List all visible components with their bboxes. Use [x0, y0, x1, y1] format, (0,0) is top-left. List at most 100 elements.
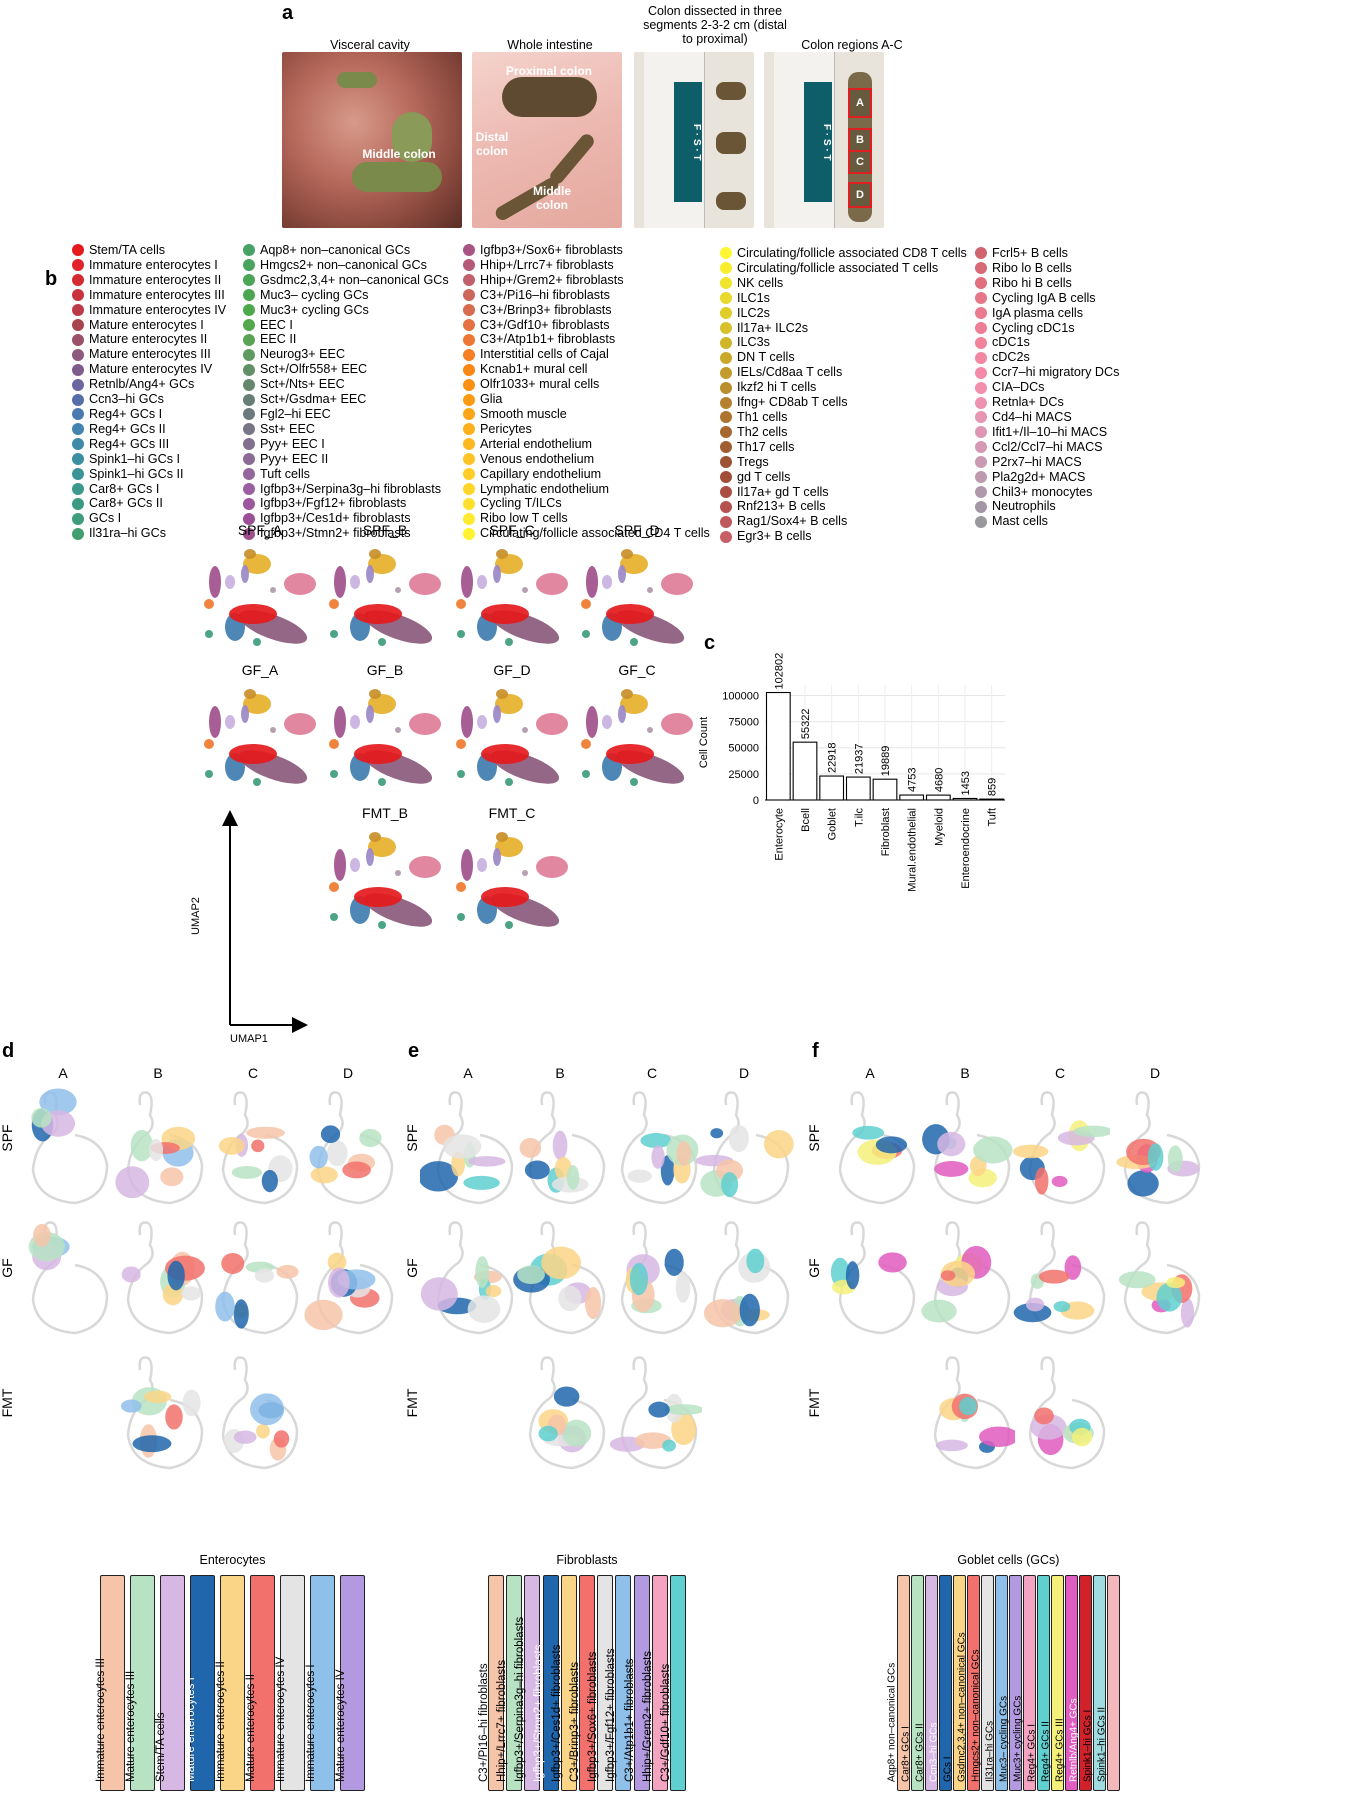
key-label: C3+/Pi16–hi fibroblasts [478, 1663, 490, 1782]
cell-cluster [664, 1404, 702, 1415]
legend-swatch [243, 289, 255, 302]
bar-data-label: 22918 [827, 742, 839, 773]
umap-cluster [369, 689, 381, 699]
spatial-map [696, 1091, 794, 1205]
bar [819, 775, 845, 801]
cell-cluster [167, 1260, 185, 1291]
x-tick-label: T.ilc [853, 808, 865, 827]
legend-label: IELs/Cd8aa T cells [737, 365, 843, 380]
column-header-c: C [646, 1065, 658, 1081]
legend-swatch [72, 512, 84, 525]
tissue-outline [933, 1221, 1011, 1335]
colon-segment-shape [547, 131, 597, 187]
spatial-map [121, 1221, 205, 1335]
key-swatch: Il31ra–hi GCs [985, 1575, 1008, 1791]
legend-item: Cycling IgA B cells [975, 291, 1119, 306]
caption-whole-intestine: Whole intestine [507, 38, 593, 52]
umap-cluster [395, 727, 401, 733]
legend-label: Cd4–hi MACS [992, 409, 1072, 424]
key-title-e: Fibroblasts [556, 1553, 618, 1567]
key-label: Ccn3–hi GCs [928, 1722, 940, 1782]
legend-label: Car8+ GCs II [89, 496, 163, 511]
legend-item: Ifit1+/Il–10–hi MACS [975, 425, 1119, 440]
cell-cluster [130, 1129, 153, 1162]
legend-swatch [975, 277, 987, 290]
umap-cluster [630, 778, 638, 786]
legend-swatch [720, 426, 732, 439]
legend-swatch [975, 411, 987, 424]
legend-label: Chil3+ monocytes [992, 484, 1093, 499]
umap-cluster [505, 921, 513, 929]
spatial-map [620, 1091, 699, 1205]
umap-cluster [505, 638, 513, 646]
legend-swatch [463, 527, 475, 540]
legend-label: Circulating/follicle associated T cells [737, 260, 939, 275]
legend-item: IELs/Cd8aa T cells [720, 365, 967, 380]
cell-cluster [1012, 1144, 1049, 1159]
cell-cluster [1127, 1170, 1159, 1197]
legend-swatch [243, 497, 255, 510]
cell-cluster [246, 1126, 285, 1139]
legend-swatch [463, 244, 475, 257]
legend-label: C3+/Atp1b1+ fibroblasts [480, 332, 616, 347]
cell-cluster [467, 1295, 501, 1323]
key-title-f: Goblet cells (GCs) [957, 1553, 1060, 1567]
cell-cluster [468, 1156, 506, 1167]
photo-label-proximal-colon: Proximal colon [505, 64, 593, 78]
umap-plot [572, 542, 702, 662]
key-label: Mature enterocytes IV [334, 1669, 347, 1783]
key-label: Aqp8+ non–canonical GCs [886, 1662, 898, 1782]
cell-cluster [627, 1169, 652, 1183]
cell-cluster [420, 1161, 459, 1192]
photo-label-middle-colon-2: Middle colon [533, 184, 571, 212]
legend-item: ILC1s [720, 291, 967, 306]
panel-label-f: f [812, 1040, 819, 1062]
umap-cluster [496, 832, 508, 842]
spatial-map [221, 1356, 299, 1470]
legend-label: NK cells [737, 275, 784, 290]
bar-data-label: 859 [987, 778, 999, 796]
legend-label: Rag1/Sox4+ B cells [737, 514, 848, 529]
legend-label: Egr3+ B cells [737, 529, 812, 544]
legend-label: Fgl2–hi EEC [260, 406, 331, 421]
key-label: Igfbp3+/Sox6+ fibroblasts [587, 1651, 600, 1782]
cell-cluster [120, 1399, 142, 1413]
legend-item: Circulating/follicle associated T cells [720, 261, 967, 276]
umap-cluster [522, 727, 528, 733]
cell-cluster [442, 1134, 482, 1159]
key-label: Retnlb/Ang4+ GCs [1068, 1698, 1080, 1782]
legend-swatch [975, 336, 987, 349]
legend-label: Ccn3–hi GCs [89, 392, 164, 407]
umap-cluster [329, 882, 339, 892]
legend-item: CIA–DCs [975, 380, 1119, 395]
legend-swatch [243, 363, 255, 376]
key-swatch: Gsdmc2,3,4+ non–canonical GCs [957, 1575, 980, 1791]
legend-item: Pericytes [463, 422, 710, 437]
cell-cluster [165, 1404, 183, 1430]
legend-label: Il31ra–hi GCs [89, 526, 166, 541]
cell-cluster [1034, 1167, 1049, 1195]
legend-swatch [720, 441, 732, 454]
bar-data-label: 21937 [853, 743, 865, 774]
key-swatch: Immature enterocytes IV [275, 1575, 305, 1791]
cell-cluster [233, 1430, 257, 1444]
umap-cluster [225, 715, 235, 729]
key-swatch: Muc3+ cycling GCs [1013, 1575, 1036, 1791]
legend-label: Ifit1+/Il–10–hi MACS [992, 424, 1108, 439]
umap-cluster [602, 715, 612, 729]
legend-item: Mature enterocytes IV [72, 362, 226, 377]
spatial-map [703, 1221, 790, 1335]
umap-cluster [225, 575, 235, 589]
legend-label: Circulating/follicle associated CD4 T ce… [480, 526, 710, 541]
legend-label: Olfr1033+ mural cells [480, 377, 600, 392]
legend-label: Reg4+ GCs II [89, 421, 166, 436]
column-header-b: B [960, 1065, 970, 1081]
umap-cluster [456, 739, 466, 749]
legend-label: Ccl2/Ccl7–hi MACS [992, 439, 1103, 454]
legend-swatch [975, 366, 987, 379]
spatial-map [1013, 1221, 1106, 1335]
legend-swatch [72, 453, 84, 466]
legend-swatch [720, 292, 732, 305]
umap-cluster [536, 856, 568, 878]
umap-cluster [630, 638, 638, 646]
